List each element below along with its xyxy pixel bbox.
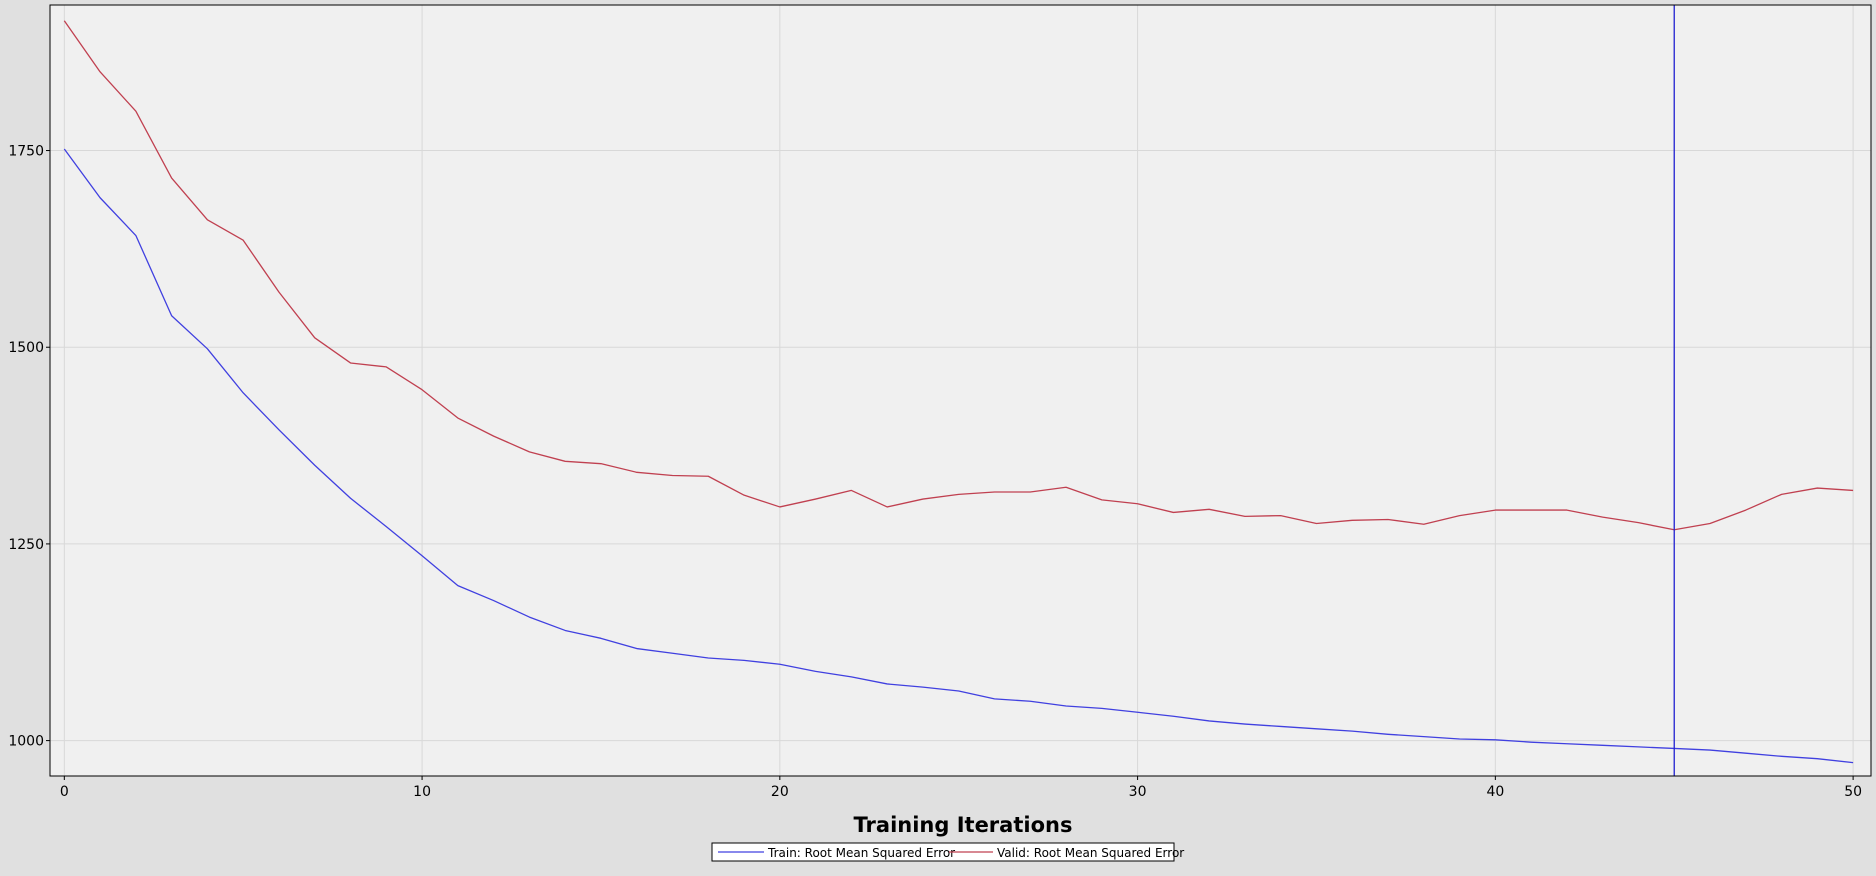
y-axis-ticks: 1000 1250 1500 1750: [8, 144, 50, 750]
legend-box: [711, 842, 1175, 862]
y-tick-label: 1250: [8, 537, 44, 553]
plot-border: [49, 4, 1872, 777]
y-tick-label: 1750: [8, 144, 44, 160]
x-tick-label: 10: [413, 784, 431, 800]
x-tick-label: 50: [1844, 784, 1862, 800]
x-tick-label: 20: [771, 784, 789, 800]
valid-series-line: [63, 20, 1854, 531]
series-lines: [63, 20, 1854, 764]
legend-train-label: Train: Root Mean Squared Error: [767, 846, 955, 860]
train-series-line: [63, 148, 1854, 764]
x-axis-label: Training Iterations: [854, 813, 1073, 837]
legend-valid-label: Valid: Root Mean Squared Error: [997, 846, 1184, 860]
x-tick-label: 30: [1129, 784, 1147, 800]
y-tick-label: 1000: [8, 734, 44, 750]
x-axis-ticks: 0 10 20 30 40 50: [60, 776, 1862, 800]
plot-area: [50, 5, 1871, 776]
y-tick-label: 1500: [8, 340, 44, 356]
x-tick-label: 0: [60, 784, 69, 800]
legend: Train: Root Mean Squared Error Valid: Ro…: [711, 842, 1184, 862]
x-tick-label: 40: [1486, 784, 1504, 800]
